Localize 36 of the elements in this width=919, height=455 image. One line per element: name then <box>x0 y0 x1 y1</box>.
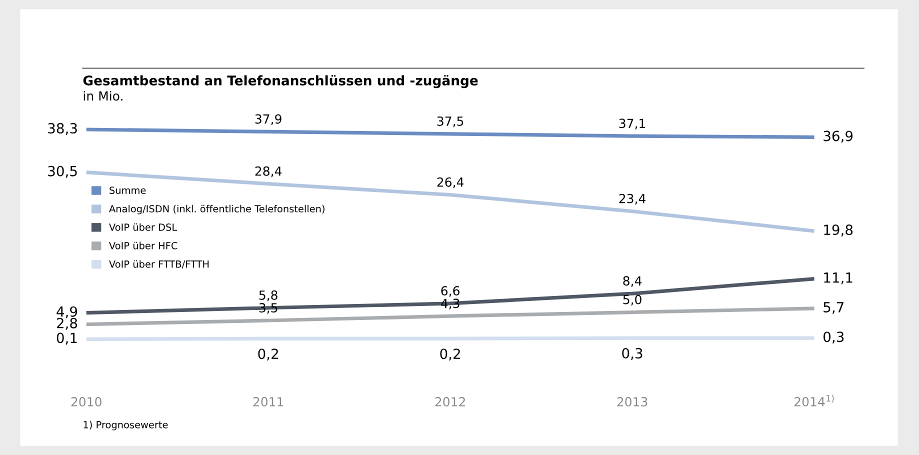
data-label: 2,8 <box>56 318 78 330</box>
chart-subtitle: in Mio. <box>84 91 122 101</box>
chart-title: Gesamtbestand an Telefonanschlüssen und -zugänge <box>83 75 478 88</box>
data-label: 0,3 <box>824 332 844 344</box>
data-label: 28,4 <box>255 166 282 178</box>
data-label: 0,3 <box>622 348 642 360</box>
x-tick-label: 2014$^{1)}$ <box>794 394 834 406</box>
x-tick-label: 2011 <box>253 397 284 406</box>
data-label: 4,9 <box>56 306 78 318</box>
data-label: 5,8 <box>259 290 278 302</box>
data-label: 0,1 <box>56 332 77 345</box>
data-label: 11,1 <box>824 272 852 284</box>
legend-label: Analog/ISDN (inkl. öffentliche Telefonstellen) <box>109 204 324 214</box>
data-label: 6,6 <box>441 286 460 297</box>
x-tick-label: 2010 <box>71 397 102 406</box>
data-label: 30,5 <box>48 166 77 178</box>
data-label: 0,2 <box>440 348 460 360</box>
x-tick-label: 2012 <box>435 397 465 406</box>
data-label: 37,5 <box>437 116 464 128</box>
data-label: 5,7 <box>824 302 844 314</box>
legend-label: VoIP über HFC <box>109 242 178 250</box>
data-label: 5,0 <box>623 294 642 306</box>
legend-label: VoIP über FTTB/FTTH <box>109 260 209 269</box>
data-label: 37,1 <box>619 118 646 130</box>
data-label: 0,2 <box>258 348 278 360</box>
data-label: 36,9 <box>824 130 853 143</box>
legend-label: VoIP über DSL <box>109 223 178 231</box>
data-label: 8,4 <box>623 276 642 287</box>
data-label: 37,9 <box>255 114 282 125</box>
legend-label: Summe <box>110 186 146 194</box>
data-label: 38,3 <box>48 123 77 135</box>
text: 1) Prognosewerte <box>84 420 168 430</box>
x-tick-label: 2013 <box>617 397 648 406</box>
data-label: 26,4 <box>437 177 464 188</box>
data-label: 19,8 <box>824 224 853 236</box>
data-label: 23,4 <box>619 194 646 205</box>
